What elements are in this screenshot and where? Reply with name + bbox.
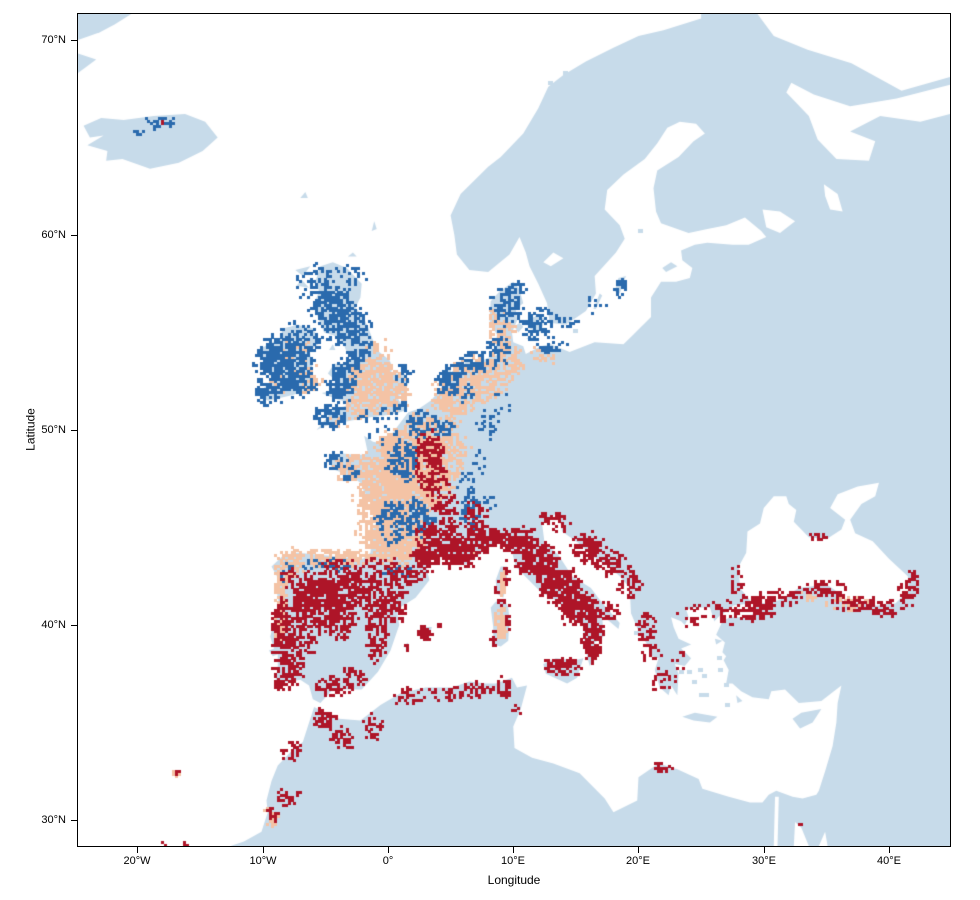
y-tick-mark <box>71 430 77 431</box>
x-tick-mark <box>263 847 264 853</box>
y-tick-label: 30°N <box>41 814 66 826</box>
x-tick-label: 20°W <box>123 855 151 867</box>
x-tick-label: 10°W <box>249 855 277 867</box>
x-tick-label: 0° <box>382 855 394 867</box>
x-tick-mark <box>388 847 389 853</box>
y-tick-label: 60°N <box>41 229 66 241</box>
y-tick-mark <box>71 40 77 41</box>
x-tick-label: 30°E <box>752 855 776 867</box>
x-tick-mark <box>889 847 890 853</box>
map-plot-frame <box>77 13 951 847</box>
x-tick-mark <box>764 847 765 853</box>
y-tick-mark <box>71 625 77 626</box>
y-tick-mark <box>71 235 77 236</box>
y-tick-mark <box>71 820 77 821</box>
x-tick-mark <box>513 847 514 853</box>
x-axis-title: Longitude <box>487 873 541 887</box>
x-tick-mark <box>137 847 138 853</box>
x-tick-label: 40°E <box>877 855 901 867</box>
y-tick-label: 40°N <box>41 619 66 631</box>
x-tick-label: 20°E <box>626 855 650 867</box>
y-tick-label: 50°N <box>41 424 66 436</box>
x-tick-mark <box>638 847 639 853</box>
y-tick-label: 70°N <box>41 34 66 46</box>
x-tick-label: 10°E <box>501 855 525 867</box>
europe-distribution-map-canvas <box>78 14 950 846</box>
